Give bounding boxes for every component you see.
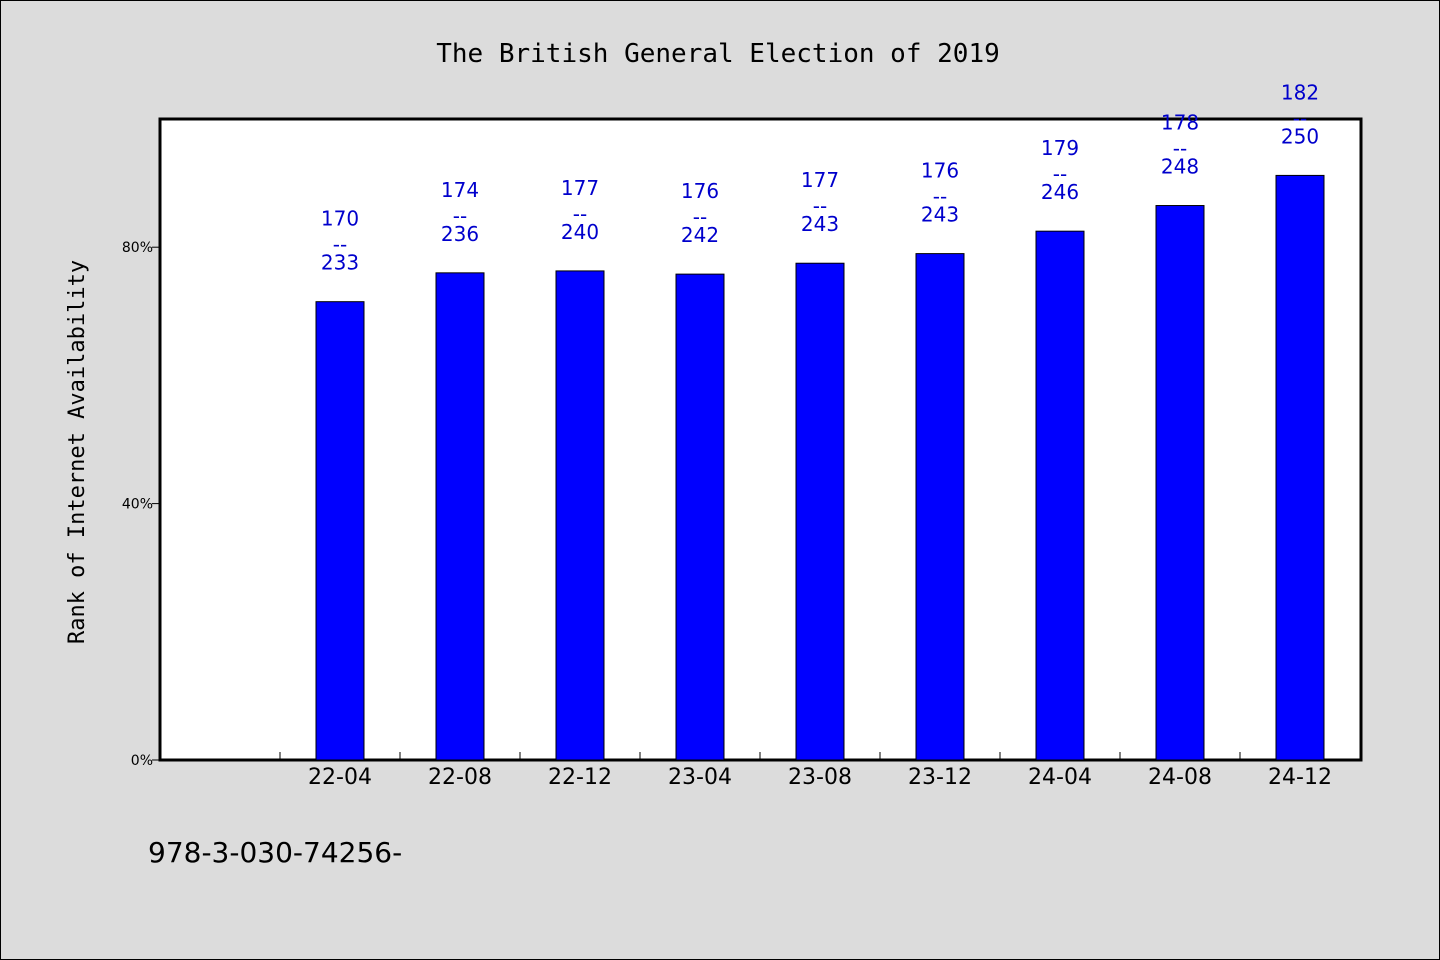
bar-23-08 [795,262,845,761]
bar-label-separator: -- [573,202,587,226]
bar-label-bottom: 243 [801,212,839,236]
x-axis: 22-04 22-08 22-12 23-04 23-08 23-12 24-04 24-08… [279,752,1361,790]
y-tick-label: 0% [131,753,153,769]
bar-23-04 [675,273,725,761]
bar-label-bottom: 248 [1161,155,1199,179]
bar-label-bottom: 240 [561,220,599,244]
bar-label-separator: -- [1053,162,1067,186]
bar-label-bottom: 246 [1041,180,1079,204]
x-tick-label: 24-04 [1028,765,1092,790]
bar-23-12 [915,253,965,761]
x-tick-label: 22-08 [428,765,492,790]
bar-22-12 [555,270,605,761]
bar-label-bottom: 250 [1281,124,1319,148]
bar-label-separator: -- [1293,106,1307,130]
x-tick-label: 24-12 [1268,765,1332,790]
bar-22-04 [315,301,365,761]
chart-title: The British General Election of 2019 [436,39,1000,69]
y-axis: 0% 40% 80% [122,240,160,769]
bar-labels-group: 233--170236--174240--177242--176243--177… [321,80,1319,274]
bar-label-top: 177 [801,168,839,192]
bars-group [315,174,1325,761]
y-tick-label: 80% [122,240,153,256]
bar-label-top: 178 [1161,111,1199,135]
isbn-text: 978-3-030-74256- [148,836,402,869]
bar-label-separator: -- [453,204,467,228]
bar-label-bottom: 233 [321,251,359,275]
bar-label-bottom: 236 [441,222,479,246]
bar-label-top: 170 [321,207,359,231]
bar-24-04 [1035,230,1085,761]
bar-24-08 [1155,205,1205,761]
bar-label-top: 179 [1041,136,1079,160]
bar-22-08 [435,272,485,761]
bar-label-separator: -- [933,185,947,209]
bar-label-separator: -- [813,194,827,218]
bar-label-top: 176 [681,179,719,203]
bar-label-separator: -- [333,233,347,257]
bar-24-12 [1275,174,1325,761]
x-tick-label: 22-12 [548,765,612,790]
bar-label-top: 176 [921,159,959,183]
x-tick-label: 23-04 [668,765,732,790]
bar-label-top: 174 [441,178,479,202]
y-tick-label: 40% [122,497,153,513]
y-axis-label: Rank of Internet Availability [65,260,90,644]
bar-label-bottom: 243 [921,203,959,227]
bar-label-separator: -- [1173,137,1187,161]
x-tick-label: 24-08 [1148,765,1212,790]
x-tick-label: 23-08 [788,765,852,790]
bar-label-separator: -- [693,205,707,229]
x-tick-label: 22-04 [308,765,372,790]
bar-label-top: 182 [1281,80,1319,104]
bar-label-bottom: 242 [681,223,719,247]
x-tick-label: 23-12 [908,765,972,790]
bar-label-top: 177 [561,176,599,200]
